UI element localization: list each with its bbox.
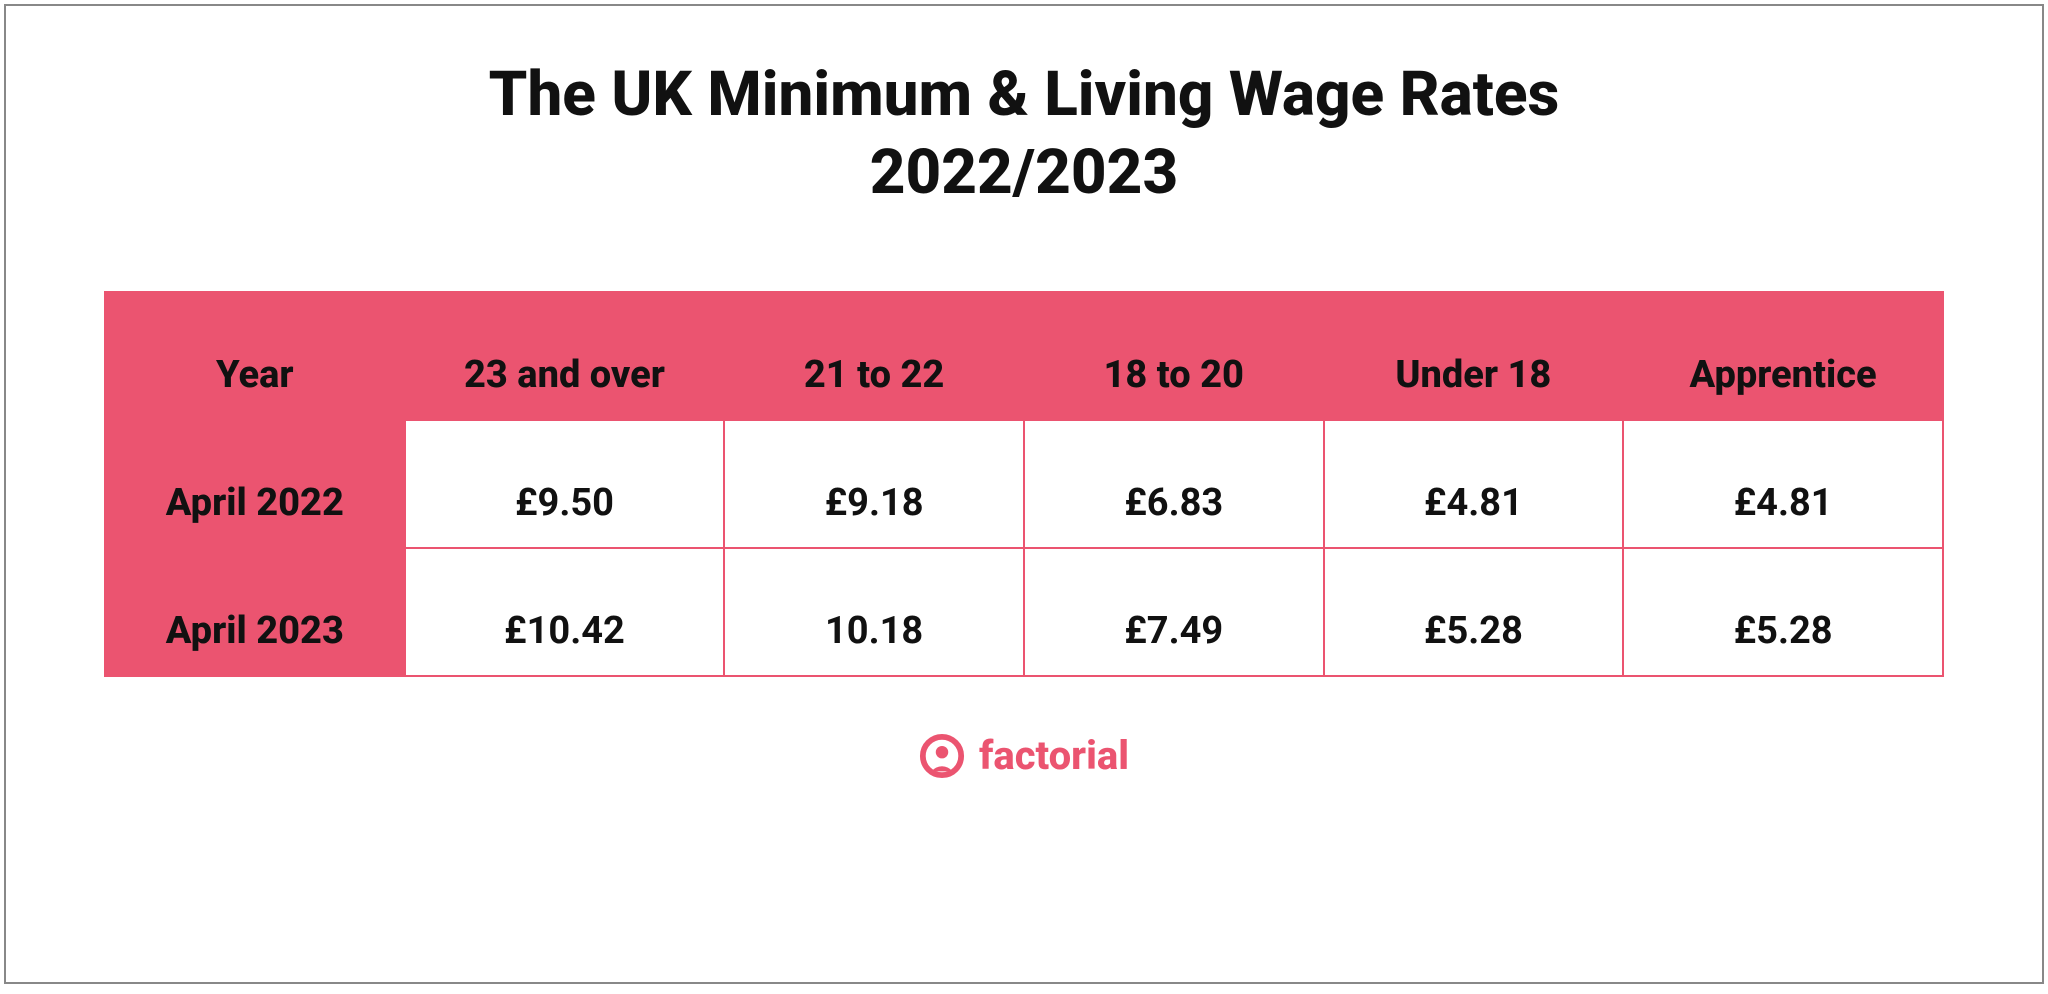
- col-under-18: Under 18: [1324, 292, 1624, 420]
- brand-logo: factorial: [919, 732, 1129, 779]
- col-year: Year: [105, 292, 405, 420]
- cell: £10.42: [405, 548, 725, 676]
- col-18-to-20: 18 to 20: [1024, 292, 1324, 420]
- col-apprentice: Apprentice: [1623, 292, 1943, 420]
- table-header-row: Year 23 and over 21 to 22 18 to 20 Under…: [105, 292, 1943, 420]
- row-label-2022: April 2022: [105, 420, 405, 548]
- factorial-icon: [919, 733, 965, 779]
- row-label-2023: April 2023: [105, 548, 405, 676]
- brand-name: factorial: [979, 732, 1129, 779]
- table-row: April 2022 £9.50 £9.18 £6.83 £4.81 £4.81: [105, 420, 1943, 548]
- infographic-frame: The UK Minimum & Living Wage Rates 2022/…: [4, 4, 2044, 984]
- cell: £4.81: [1324, 420, 1624, 548]
- title-line-2: 2022/2023: [870, 136, 1178, 209]
- cell: £4.81: [1623, 420, 1943, 548]
- cell: 10.18: [724, 548, 1024, 676]
- cell: £7.49: [1024, 548, 1324, 676]
- cell: £9.18: [724, 420, 1024, 548]
- page-title: The UK Minimum & Living Wage Rates 2022/…: [489, 56, 1560, 211]
- cell: £5.28: [1623, 548, 1943, 676]
- cell: £6.83: [1024, 420, 1324, 548]
- col-23-and-over: 23 and over: [405, 292, 725, 420]
- col-21-to-22: 21 to 22: [724, 292, 1024, 420]
- wage-rates-table: Year 23 and over 21 to 22 18 to 20 Under…: [104, 291, 1944, 677]
- table-row: April 2023 £10.42 10.18 £7.49 £5.28 £5.2…: [105, 548, 1943, 676]
- cell: £5.28: [1324, 548, 1624, 676]
- title-line-1: The UK Minimum & Living Wage Rates: [489, 58, 1560, 131]
- cell: £9.50: [405, 420, 725, 548]
